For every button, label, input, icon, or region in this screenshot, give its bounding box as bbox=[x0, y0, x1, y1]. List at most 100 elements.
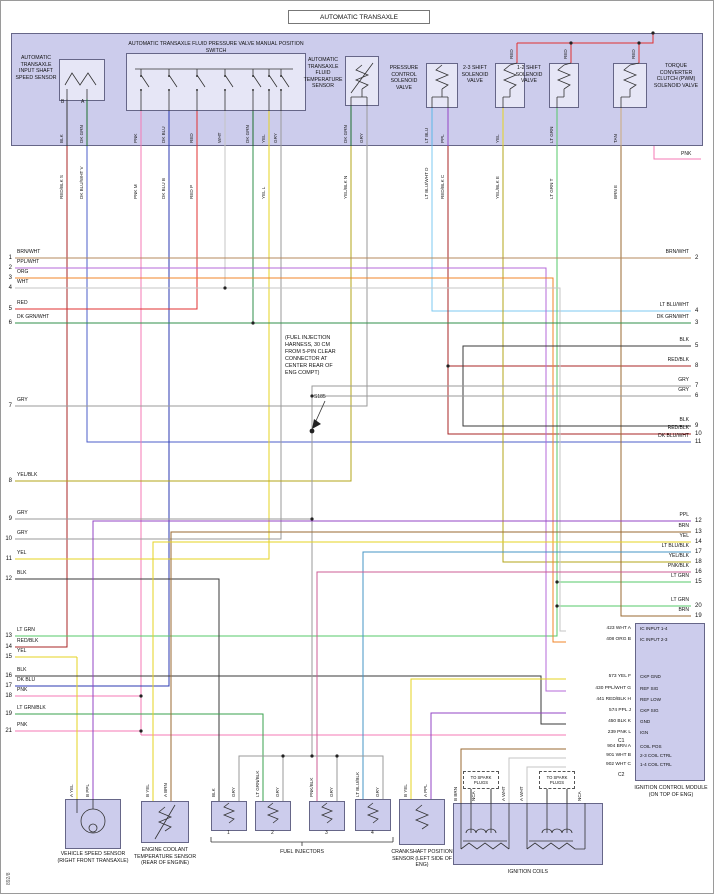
wire-brn bbox=[170, 531, 691, 801]
switch-contact bbox=[268, 75, 270, 77]
wire-color-label-v: A YEL bbox=[69, 784, 74, 797]
wire-color-label-v: B YEL bbox=[145, 784, 150, 797]
wire-red-blk bbox=[447, 146, 691, 435]
wire-color-label: LT GRN bbox=[671, 597, 689, 603]
icm-circuit-label: 904 BRN A bbox=[607, 744, 631, 749]
wire-color-label: LT BLU/BLK bbox=[661, 543, 689, 549]
wire-color-label: BRN bbox=[678, 607, 689, 613]
wire-color-label: RED bbox=[17, 300, 28, 306]
wire-color-label: YEL/BLK bbox=[17, 472, 38, 478]
wire-color-label-v: NCA bbox=[577, 791, 582, 801]
wire-color-label-v: RED bbox=[631, 49, 636, 59]
wire-color-label: YEL bbox=[17, 550, 27, 556]
junction-dot bbox=[569, 41, 573, 45]
pcm-pin-number: 2 bbox=[695, 255, 699, 261]
junction-dot bbox=[139, 729, 143, 733]
wire-yel bbox=[15, 146, 270, 560]
switch-blade-symbol bbox=[280, 69, 290, 111]
wire-color-label: RED/BLK bbox=[667, 357, 689, 363]
pcm-pin-number: 11 bbox=[5, 556, 12, 562]
junction-dot bbox=[310, 517, 314, 521]
switch-contact bbox=[280, 89, 282, 91]
icm-circuit-label: 441 RED/BLK H bbox=[596, 697, 631, 702]
pcm-pin-number: 4 bbox=[695, 308, 699, 314]
wire-color-label: BLK bbox=[679, 337, 689, 343]
icm-connector-c2: C2 bbox=[618, 772, 625, 778]
wire-pnk-blk bbox=[316, 571, 691, 801]
wire-color-label-v: A BRN bbox=[163, 783, 168, 797]
component-caption: AUTOMATIC TRANSAXLE FLUID PRESSURE VALVE… bbox=[128, 41, 304, 54]
component-symbol bbox=[64, 72, 97, 86]
switch-contact bbox=[196, 89, 198, 91]
pcm-pin-number: 14 bbox=[695, 539, 702, 545]
pcm-pin-number: 16 bbox=[5, 673, 12, 679]
wire-gry bbox=[311, 385, 691, 756]
wire-red bbox=[15, 146, 198, 310]
pcm-pin-number: 7 bbox=[695, 383, 699, 389]
icm-function-label: CKP SIG bbox=[640, 708, 659, 713]
diagram-title: AUTOMATIC TRANSAXLE bbox=[319, 14, 399, 21]
pcm-pin-number: 13 bbox=[695, 529, 702, 535]
wire-color-label-v: LT BLU bbox=[424, 127, 429, 143]
wire-gry bbox=[15, 146, 368, 407]
icm-circuit-label: 450 BLK K bbox=[608, 719, 631, 724]
component-symbol bbox=[314, 400, 326, 424]
component-symbol bbox=[76, 799, 94, 813]
pcm-pin-number: 8 bbox=[8, 478, 12, 484]
to-spark-plugs-box: TO SPARK PLUGS bbox=[539, 771, 575, 789]
junction-dot bbox=[446, 364, 450, 368]
wire-lt-blu-blk bbox=[362, 551, 691, 799]
wire-color-label: YEL bbox=[679, 533, 689, 539]
wire-color-label: GRY bbox=[17, 397, 28, 403]
wire-yel-blk bbox=[502, 146, 691, 563]
wire-color-label-v: A WHT bbox=[501, 786, 506, 801]
junction-dot bbox=[310, 394, 314, 398]
splice-s185-dot bbox=[309, 428, 315, 434]
icm-function-label: IGN bbox=[640, 730, 649, 735]
wire-color-label-v: YEL/BLK E bbox=[495, 176, 500, 199]
diagram-label: PNK bbox=[681, 151, 692, 157]
wire-color-label-v: DK GRN bbox=[79, 125, 84, 143]
pcm-pin-number: 16 bbox=[695, 569, 702, 575]
wire-color-label-v: WHT bbox=[217, 132, 222, 143]
wire-color-label-v: BLK bbox=[211, 788, 216, 797]
page-code: 892/8 bbox=[6, 872, 12, 885]
switch-contact bbox=[168, 89, 170, 91]
splice-arrowhead bbox=[312, 419, 321, 429]
junction-dot bbox=[335, 754, 339, 758]
wire-color-label-v: RED/BLK S bbox=[59, 175, 64, 199]
component-symbol bbox=[414, 804, 430, 830]
pcm-pin-number: 12 bbox=[5, 576, 12, 582]
wire-color-label: BLK bbox=[17, 570, 27, 576]
icm-function-label: 2-3 COIL CTRL bbox=[640, 753, 672, 758]
wire-ppl-wht bbox=[15, 267, 566, 692]
icm-connector-c1: C1 bbox=[618, 738, 625, 744]
component-caption: 1-2 SHIFT SOLENOID VALVE bbox=[515, 65, 543, 84]
icm-function-label: CKP GND bbox=[640, 674, 661, 679]
component-caption: IGNITION COILS bbox=[507, 869, 549, 875]
component-symbol bbox=[66, 89, 88, 99]
crankshaft-position-sensor-box bbox=[399, 799, 445, 845]
wire-color-label: LT GRN bbox=[671, 573, 689, 579]
wire-color-label-v: PPL bbox=[440, 134, 445, 143]
wire-color-label-v: GRY bbox=[231, 787, 236, 797]
wire-color-label-v: B PPL bbox=[85, 783, 90, 797]
switch-contact bbox=[140, 89, 142, 91]
wire-color-label: YEL bbox=[17, 648, 27, 654]
component-symbol bbox=[210, 837, 394, 846]
wire-blk bbox=[15, 578, 220, 801]
wire-yel bbox=[152, 541, 691, 801]
wire-color-label: DK BLU bbox=[17, 677, 36, 683]
fuel-injector-4-box bbox=[355, 799, 391, 831]
component-caption: FUEL INJECTORS bbox=[280, 849, 324, 855]
wire-color-label: GRY bbox=[678, 377, 689, 383]
wire-red bbox=[517, 33, 654, 44]
wire-color-label: ORG bbox=[17, 269, 29, 275]
pcm-pin-number: 21 bbox=[5, 728, 12, 734]
wire-blk bbox=[15, 675, 566, 725]
wire-color-label: LT BLU/WHT bbox=[659, 302, 689, 308]
wire-color-label-v: LT BLU/WHT D bbox=[424, 167, 429, 199]
pcm-pin-number: 13 bbox=[5, 633, 12, 639]
